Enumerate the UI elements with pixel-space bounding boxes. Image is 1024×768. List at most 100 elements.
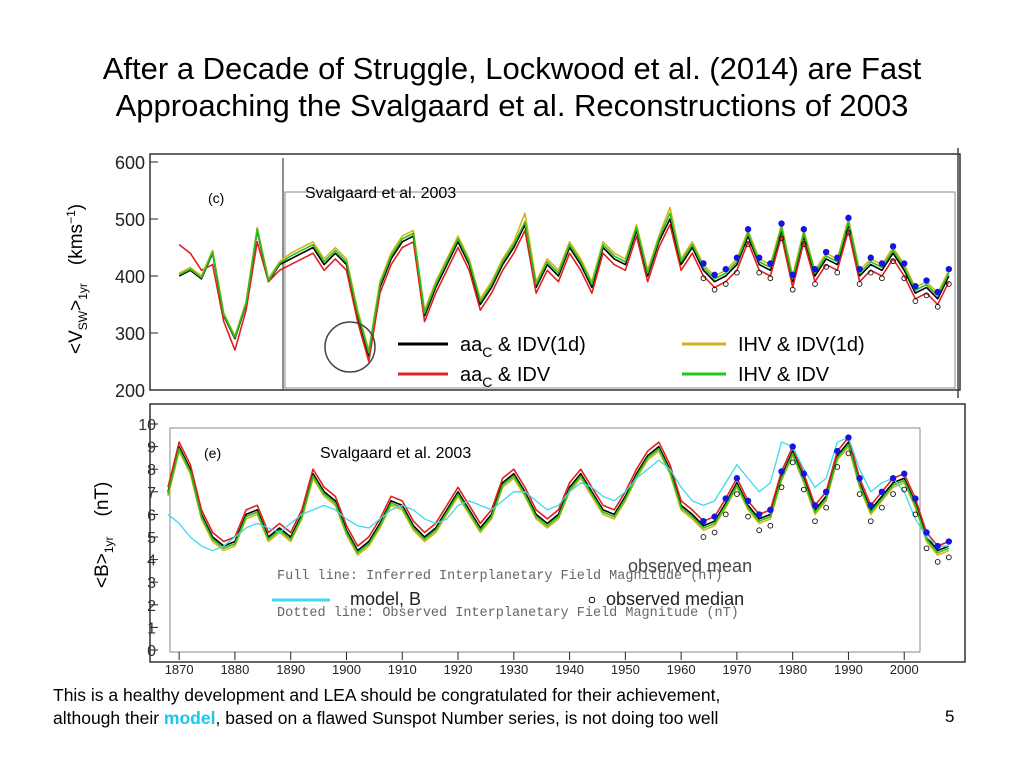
- caption: This is a healthy development and LEA sh…: [53, 684, 953, 730]
- panel-e-observed-median-point: [778, 484, 785, 491]
- panel-e-observed-mean-point: [800, 470, 808, 477]
- panel-e-observed-mean-point: [811, 502, 819, 509]
- panel-c-observed-median-point: [711, 286, 718, 293]
- svg-text:<B>1yr(nT): <B>1yr (nT): [92, 482, 116, 588]
- panel-c-series-line: [178, 212, 950, 354]
- panel-e-y-ticks: 0 1 2 3 4 5 6 7 8 9 10: [138, 417, 158, 660]
- panel-c-observed-median-point: [901, 275, 908, 282]
- panel-c-y-label: <VSW>1yr (kms−1): [64, 204, 90, 354]
- panel-c-observed-mean-point: [767, 260, 774, 267]
- panel-e-observed-mean-point: [733, 475, 741, 482]
- panel-e-observed-median-point: [879, 504, 885, 511]
- panel-e-observed-median-point: [934, 559, 941, 565]
- panel-c-observed-median-point: [700, 275, 707, 282]
- panel-c-observed-median-point: [934, 303, 941, 310]
- panel-c-observed-median-point: [812, 281, 818, 287]
- panel-c-observed-median-point: [834, 269, 841, 276]
- panel-c-observed-median-point: [756, 269, 763, 276]
- panel-c: (c) Svalgaard et al. 2003 200 300 400 500 60…: [64, 148, 961, 401]
- panel-e-observed-mean-point: [845, 434, 852, 441]
- panel-e-observed-median-point: [867, 518, 874, 525]
- panel-e-ylabel-var: <B>: [92, 553, 113, 588]
- panel-c-observed-median-point: [867, 269, 874, 276]
- panel-c-observed-mean-point: [912, 283, 919, 290]
- panel-c-observed-mean-point: [923, 277, 930, 284]
- legend-observed-mean: observed mean: [628, 556, 752, 576]
- panel-e-x-tick-label: 1890: [276, 662, 305, 677]
- panel-e-y-label: <B>1yr (nT): [92, 482, 116, 588]
- panel-e-x-tick-label: 1970: [722, 662, 751, 677]
- panel-e-observed-mean-point: [945, 538, 953, 545]
- panel-e-x-ticks: 1870 1880 1890 1900 1910 1920 1930 1940 1950 1960…: [165, 652, 919, 677]
- panel-c-ylabel-close: ): [66, 204, 87, 210]
- panel-e-note-dotted: Dotted line: Observed Interplanetary Fie…: [277, 606, 739, 621]
- panel-e-inset-box: [169, 427, 921, 653]
- panel-e-model-line: [167, 436, 949, 552]
- panel-e-observed-mean-point: [867, 502, 874, 509]
- svg-text:<VSW>1yr(kms−1): <VSW>1yr (kms−1): [64, 204, 90, 354]
- panel-e-observed-mean-point: [934, 542, 941, 550]
- panel-c-legend: aaC & IDV(1d) aaC & IDV IHV & IDV(1d) IH…: [398, 334, 865, 390]
- panel-e-observed-median-point: [856, 491, 863, 497]
- panel-e-x-tick-label: 1870: [165, 662, 194, 677]
- panel-e-label: (e): [204, 445, 221, 461]
- panel-e-observed-median-point: [890, 491, 896, 497]
- panel-c-observed-mean-point: [822, 248, 830, 256]
- panel-e-observed-mean-point: [834, 447, 841, 455]
- legend-aac-idv: aaC & IDV: [460, 364, 551, 390]
- panel-e-observed-mean-point: [912, 495, 919, 502]
- panel-e-observed-median-point: [756, 527, 763, 534]
- panel-c-label: (c): [208, 190, 224, 206]
- panel-c-observed-mean-point: [867, 254, 874, 261]
- panel-c-observed-median-point: [734, 269, 740, 276]
- panel-e-observed-mean-point: [767, 506, 774, 514]
- panel-e-observed-median-point: [923, 545, 930, 552]
- panel-c-series-line: [178, 218, 950, 357]
- panel-e-x-tick-label: 1980: [778, 662, 807, 677]
- panel-c-observed-mean-point: [744, 226, 752, 233]
- figure: (c) Svalgaard et al. 2003 20030040050060…: [64, 148, 966, 677]
- panel-c-observed-median-point: [778, 235, 785, 242]
- panel-e-y-tick-label: 6: [147, 507, 156, 524]
- panel-c-observed-mean-point: [811, 265, 819, 273]
- panel-c-observed-mean-point: [778, 220, 785, 227]
- slide-title: After a Decade of Struggle, Lockwood et …: [0, 50, 1024, 124]
- panel-c-observed-median-point: [923, 292, 930, 299]
- panel-e-series-line: [167, 445, 950, 556]
- panel-c-observed-median-point: [767, 275, 774, 282]
- panel-e-observed-median-point: [800, 486, 807, 493]
- panel-e-observed-mean-point: [756, 511, 763, 518]
- panel-e-y-tick-label: 7: [147, 485, 156, 502]
- panel-e-observed-median-point: [711, 529, 718, 536]
- panel-c-y-tick-label: 400: [115, 267, 145, 287]
- caption-part-3: , based on a flawed Sunspot Number serie…: [215, 708, 719, 728]
- panel-e-observed-mean-point: [923, 529, 930, 536]
- panel-e-observed-median-point: [823, 504, 829, 511]
- panel-e-observed-mean-point: [722, 495, 729, 502]
- panel-c-observed-mean-point: [834, 254, 841, 261]
- panel-c-ylabel-sub2: 1yr: [76, 283, 90, 300]
- panel-e-x-tick-label: 1920: [444, 662, 473, 677]
- panel-e-observed-mean-point: [901, 470, 908, 477]
- panel-e-observed-median-point: [767, 522, 774, 529]
- panel-e-y-tick-label: 8: [147, 462, 156, 479]
- panel-e-x-tick-label: 1880: [220, 662, 249, 677]
- panel-c-observed-mean-point: [789, 271, 796, 279]
- panel-c-highlight-circle: [324, 321, 376, 373]
- slide-title-line-1: After a Decade of Struggle, Lockwood et …: [102, 51, 922, 86]
- panel-e-x-tick-label: 1960: [667, 662, 696, 677]
- panel-c-observed-median-point: [879, 275, 885, 282]
- panel-e-ylabel-main: (nT): [92, 482, 113, 517]
- panel-c-series: [178, 206, 953, 363]
- panel-c-observed-median-point: [800, 241, 807, 247]
- panel-e-y-tick-label: 3: [147, 575, 156, 592]
- panel-c-series-line: [178, 223, 950, 363]
- panel-c-y-tick-label: 500: [115, 210, 145, 230]
- panel-e-x-tick-label: 1900: [332, 662, 361, 677]
- panel-c-observed-median-point: [845, 229, 852, 236]
- panel-c-observed-mean-point: [800, 226, 808, 233]
- panel-e-x-tick-label: 2000: [890, 662, 919, 677]
- panel-e-observed-mean-point: [856, 475, 863, 482]
- panel-e-observed-median-point: [700, 534, 707, 540]
- panel-c-y-ticks: 200 300 400 500 600: [115, 153, 158, 401]
